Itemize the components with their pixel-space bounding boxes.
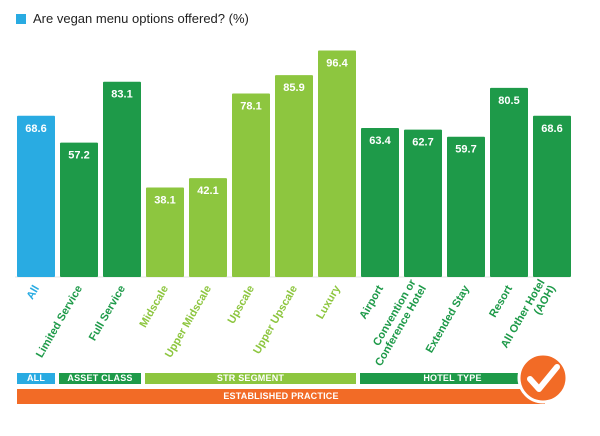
bar-value-label: 38.1 <box>154 194 175 206</box>
bar <box>318 50 356 278</box>
legend: Are vegan menu options offered? (%) <box>16 11 249 26</box>
x-tick-label: Upper Midscale <box>163 284 214 360</box>
x-tick-label: All <box>25 284 42 302</box>
bar-value-label: 62.7 <box>412 137 433 149</box>
bar <box>60 142 98 277</box>
x-tick-label: Full Service <box>87 284 128 343</box>
bar-value-label: 80.5 <box>498 95 519 107</box>
bar <box>232 93 270 277</box>
bar <box>189 178 227 277</box>
x-tick-label: Midscale <box>137 284 171 330</box>
checkmark-icon <box>517 352 569 404</box>
bar-value-label: 63.4 <box>369 135 391 147</box>
bar <box>361 128 399 277</box>
x-tick-label: Resort <box>487 283 515 319</box>
bar <box>275 75 313 277</box>
bar-value-label: 78.1 <box>240 100 261 112</box>
bar <box>490 87 528 277</box>
bar-value-label: 85.9 <box>283 82 304 94</box>
x-tick-label: Luxury <box>314 283 343 322</box>
band-hotel-type: HOTEL TYPE <box>360 373 545 384</box>
bar-value-label: 83.1 <box>111 89 132 101</box>
x-tick-label-line: Airport <box>357 283 386 321</box>
bar-value-label: 59.7 <box>455 144 476 156</box>
bar <box>17 115 55 277</box>
band-asset-class: ASSET CLASS <box>59 373 141 384</box>
x-tick-label: Airport <box>357 283 386 321</box>
bar <box>404 129 442 277</box>
bar <box>447 136 485 277</box>
chart-title: Are vegan menu options offered? (%) <box>33 11 249 26</box>
bar-value-label: 42.1 <box>197 185 218 197</box>
band-all: ALL <box>17 373 55 384</box>
bar-value-label: 96.4 <box>326 57 348 69</box>
x-tick-label: Upscale <box>226 284 257 327</box>
bar <box>103 81 141 277</box>
bar-value-label: 68.6 <box>25 123 46 135</box>
x-tick-label-line: Resort <box>487 283 515 319</box>
x-tick-label-line: Limited Service <box>34 284 85 360</box>
x-tick-label: Limited Service <box>34 284 85 360</box>
x-tick-label-line: Full Service <box>87 284 128 343</box>
x-tick-label: Extended Stay <box>424 283 473 355</box>
bar <box>146 187 184 277</box>
x-tick-label-line: Luxury <box>314 283 343 322</box>
x-tick-label-line: Upper Upscale <box>251 284 300 357</box>
bar <box>533 115 571 277</box>
x-tick-label-line: Extended Stay <box>424 283 473 355</box>
bar-value-label: 57.2 <box>68 150 89 162</box>
band-established-practice: ESTABLISHED PRACTICE <box>17 389 545 404</box>
x-tick-label: Upper Upscale <box>251 284 300 357</box>
x-tick-label-line: All <box>25 284 42 302</box>
bar-value-label: 68.6 <box>541 123 562 135</box>
legend-swatch <box>16 13 26 24</box>
x-tick-label-line: Midscale <box>137 284 171 330</box>
x-tick-label-line: Upper Midscale <box>163 284 214 360</box>
band-str-segment: STR SEGMENT <box>145 373 356 384</box>
x-tick-label-line: Upscale <box>226 284 257 327</box>
